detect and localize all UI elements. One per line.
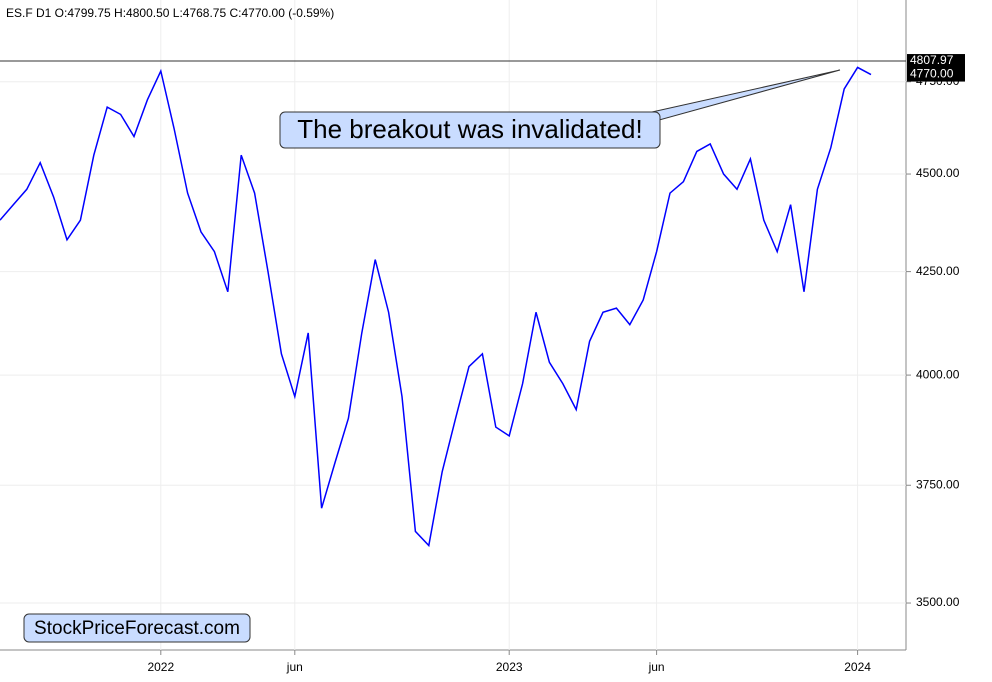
y-tick-label: 4500.00: [916, 166, 960, 180]
x-tick-label: 2023: [496, 660, 523, 674]
price-line: [0, 66, 872, 548]
plot: [0, 0, 906, 650]
x-tick-label: 2024: [844, 660, 871, 674]
y-tick-label: 4000.00: [916, 367, 960, 381]
watermark-box: [23, 613, 251, 643]
callout-text: The breakout was invalidated!: [297, 114, 642, 144]
x-tick-label: jun: [648, 660, 665, 674]
last-price-label: 4770.00: [910, 67, 954, 81]
y-tick-label: 4250.00: [916, 264, 960, 278]
hline-label: 4807.97: [910, 53, 954, 67]
hline-label-box: [907, 54, 965, 69]
x-tick-label: jun: [286, 660, 303, 674]
chart-subtitle: ES.F D1 O:4799.75 H:4800.50 L:4768.75 C:…: [6, 6, 334, 20]
y-tick-label: 3500.00: [916, 595, 960, 609]
x-tick-label: 2022: [147, 660, 174, 674]
watermark-text: StockPriceForecast.com: [34, 618, 240, 639]
callout-box: [279, 111, 661, 149]
last-price-box: [907, 67, 965, 82]
y-tick-label: 3750.00: [916, 477, 960, 491]
